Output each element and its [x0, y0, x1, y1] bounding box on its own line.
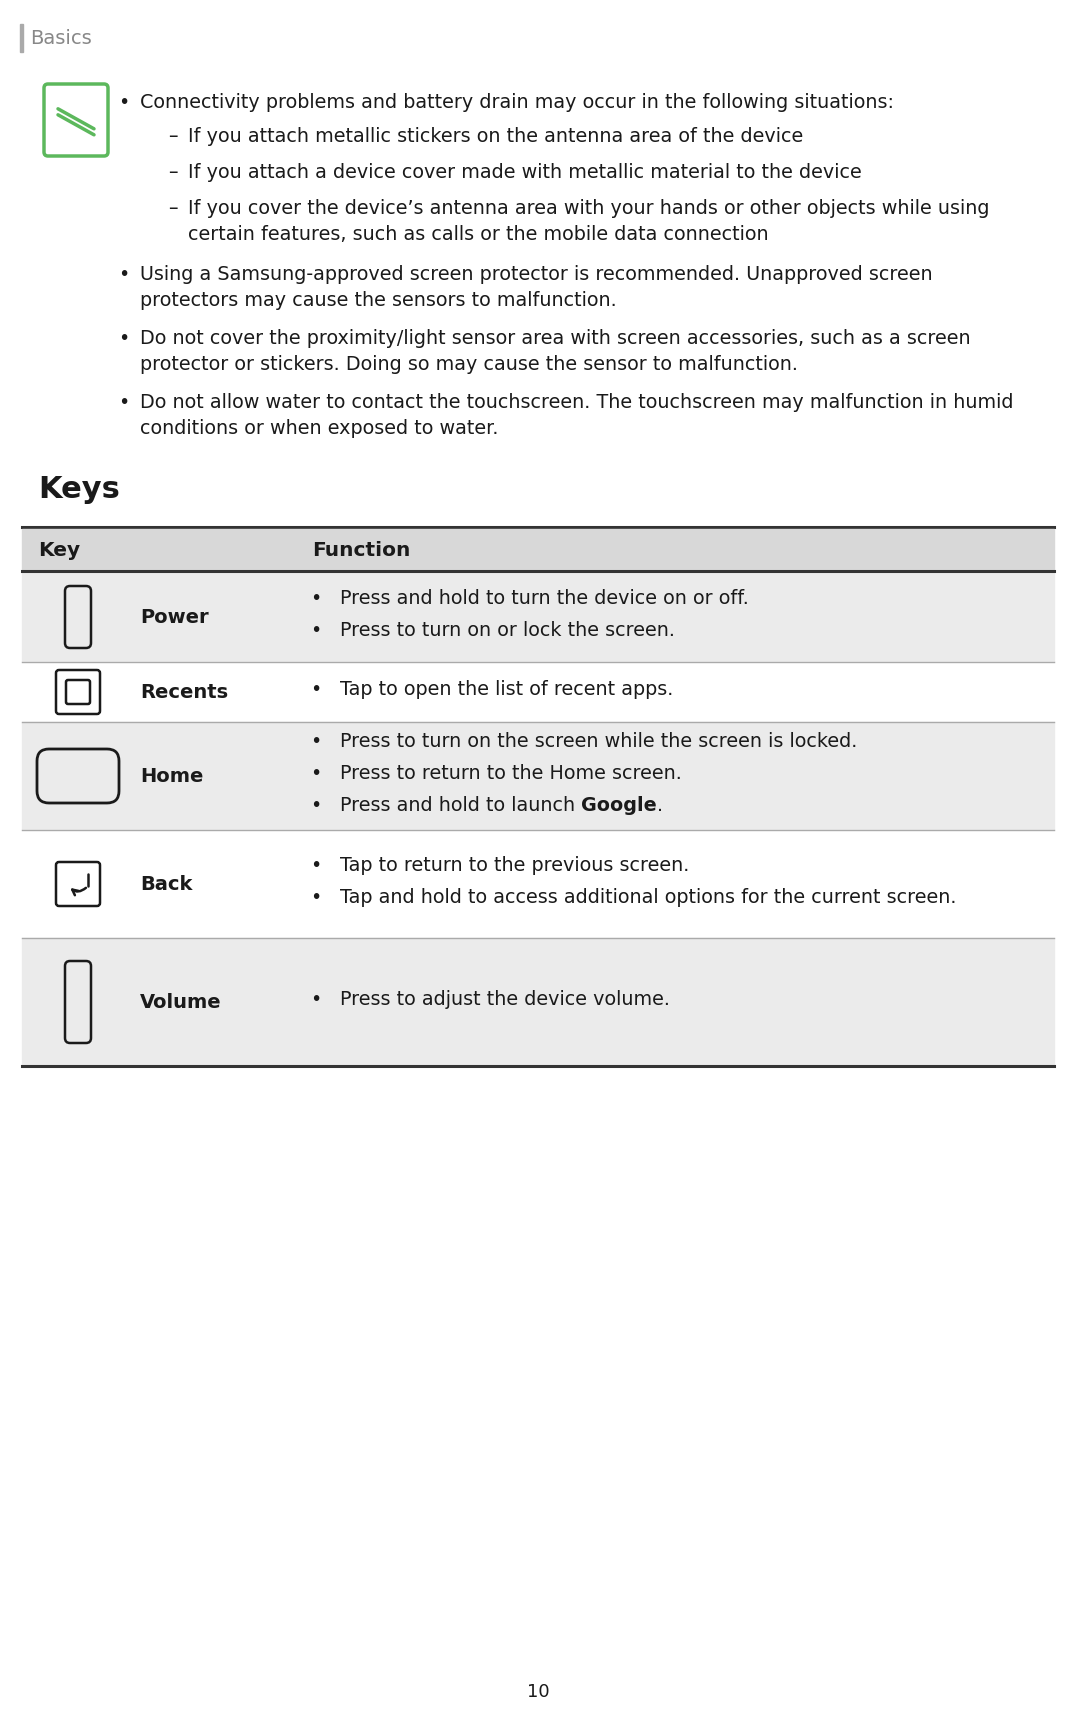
- Text: Home: Home: [140, 767, 203, 786]
- Text: Connectivity problems and battery drain may occur in the following situations:: Connectivity problems and battery drain …: [140, 93, 894, 112]
- Text: certain features, such as calls or the mobile data connection: certain features, such as calls or the m…: [188, 225, 768, 244]
- Bar: [20, 24, 23, 52]
- Text: .: .: [656, 796, 663, 815]
- Text: If you attach a device cover made with metallic material to the device: If you attach a device cover made with m…: [188, 163, 862, 182]
- Bar: [22, 572, 1054, 662]
- Text: Press to adjust the device volume.: Press to adjust the device volume.: [340, 990, 670, 1009]
- Text: Volume: Volume: [140, 992, 222, 1011]
- Text: Back: Back: [140, 875, 193, 894]
- Text: •: •: [310, 681, 322, 700]
- Text: •: •: [310, 621, 322, 639]
- FancyBboxPatch shape: [56, 670, 100, 713]
- Text: If you attach metallic stickers on the antenna area of the device: If you attach metallic stickers on the a…: [188, 127, 804, 146]
- Text: •: •: [118, 93, 129, 112]
- Text: •: •: [118, 328, 129, 347]
- Bar: [22, 662, 1054, 722]
- Text: Using a Samsung-approved screen protector is recommended. Unapproved screen: Using a Samsung-approved screen protecto…: [140, 265, 933, 284]
- Text: Key: Key: [38, 540, 80, 559]
- Text: Press and hold to turn the device on or off.: Press and hold to turn the device on or …: [340, 590, 749, 609]
- Text: Tap to return to the previous screen.: Tap to return to the previous screen.: [340, 856, 690, 875]
- Text: Google: Google: [581, 796, 656, 815]
- Text: •: •: [118, 394, 129, 413]
- Text: Keys: Keys: [38, 474, 119, 504]
- Text: Tap and hold to access additional options for the current screen.: Tap and hold to access additional option…: [340, 889, 957, 908]
- Text: Press to return to the Home screen.: Press to return to the Home screen.: [340, 763, 682, 782]
- Text: protector or stickers. Doing so may cause the sensor to malfunction.: protector or stickers. Doing so may caus…: [140, 356, 798, 375]
- Text: Do not cover the proximity/light sensor area with screen accessories, such as a : Do not cover the proximity/light sensor …: [140, 328, 971, 347]
- Text: Press and hold to launch: Press and hold to launch: [340, 796, 581, 815]
- Bar: [22, 529, 1054, 571]
- Text: Function: Function: [312, 540, 410, 559]
- Text: –: –: [168, 163, 178, 182]
- Text: Power: Power: [140, 607, 209, 626]
- Text: •: •: [310, 796, 322, 815]
- Text: –: –: [168, 127, 178, 146]
- Text: Press to turn on the screen while the screen is locked.: Press to turn on the screen while the sc…: [340, 732, 858, 751]
- Text: 10: 10: [526, 1683, 550, 1702]
- Text: •: •: [310, 990, 322, 1009]
- Text: •: •: [310, 763, 322, 782]
- Text: •: •: [310, 732, 322, 751]
- Text: •: •: [310, 856, 322, 875]
- Bar: [22, 939, 1054, 1066]
- Text: Recents: Recents: [140, 682, 228, 701]
- Text: Do not allow water to contact the touchscreen. The touchscreen may malfunction i: Do not allow water to contact the touchs…: [140, 394, 1014, 413]
- Text: –: –: [168, 199, 178, 218]
- Text: Basics: Basics: [30, 29, 91, 48]
- FancyBboxPatch shape: [56, 861, 100, 906]
- Text: protectors may cause the sensors to malfunction.: protectors may cause the sensors to malf…: [140, 291, 617, 309]
- Text: If you cover the device’s antenna area with your hands or other objects while us: If you cover the device’s antenna area w…: [188, 199, 990, 218]
- Text: •: •: [118, 265, 129, 284]
- Text: •: •: [310, 590, 322, 609]
- Text: Tap to open the list of recent apps.: Tap to open the list of recent apps.: [340, 681, 674, 700]
- Text: Press to turn on or lock the screen.: Press to turn on or lock the screen.: [340, 621, 675, 639]
- FancyBboxPatch shape: [44, 84, 108, 156]
- Bar: [22, 722, 1054, 830]
- Text: conditions or when exposed to water.: conditions or when exposed to water.: [140, 419, 498, 438]
- FancyBboxPatch shape: [66, 681, 90, 705]
- Bar: [22, 830, 1054, 939]
- Text: •: •: [310, 889, 322, 908]
